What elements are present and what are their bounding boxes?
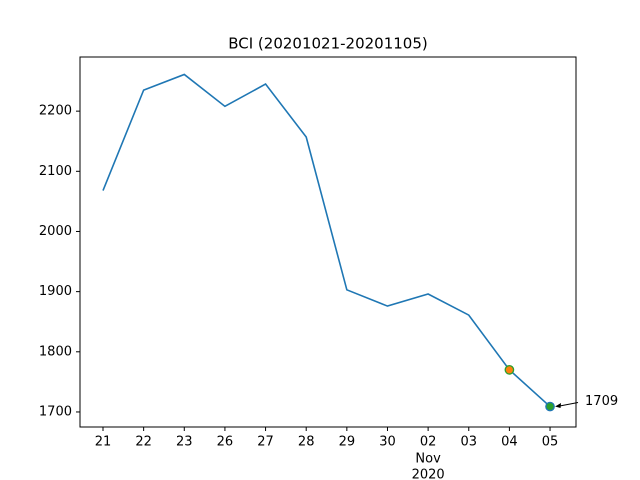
line-series bbox=[102, 73, 551, 408]
y-tick-label: 1800 bbox=[39, 344, 72, 359]
annotation-arrowhead bbox=[555, 403, 562, 409]
x-tick-label: 04 bbox=[501, 435, 518, 450]
y-tick-label: 1900 bbox=[39, 284, 72, 299]
y-tick-label: 2100 bbox=[39, 164, 72, 179]
x-tick-label: 03 bbox=[460, 435, 477, 450]
x-tick-label: 22 bbox=[135, 435, 152, 450]
plot-frame bbox=[79, 56, 577, 428]
y-tick-label: 1700 bbox=[39, 404, 72, 419]
x-tick-label: 02 bbox=[420, 435, 437, 450]
x-sublabel: 2020 bbox=[412, 468, 445, 480]
x-tick-label: 21 bbox=[95, 435, 112, 450]
x-tick-label: 23 bbox=[176, 435, 193, 450]
x-tick-label: 28 bbox=[298, 435, 315, 450]
value-label: 1709 bbox=[585, 394, 618, 409]
x-tick-label: 26 bbox=[217, 435, 234, 450]
x-tick-label: 05 bbox=[542, 435, 559, 450]
x-sublabel: Nov bbox=[415, 452, 441, 467]
chart-title: BCI (20201021-20201105) bbox=[228, 35, 428, 53]
x-tick-label: 27 bbox=[257, 435, 274, 450]
x-tick-label: 30 bbox=[379, 435, 396, 450]
y-tick-label: 2200 bbox=[39, 104, 72, 119]
point-marker bbox=[545, 401, 555, 412]
point-marker bbox=[504, 364, 515, 375]
y-tick-label: 2000 bbox=[39, 224, 72, 239]
x-tick-label: 29 bbox=[339, 435, 356, 450]
